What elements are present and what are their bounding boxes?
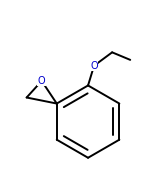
- Text: O: O: [90, 61, 98, 71]
- Text: O: O: [38, 76, 45, 86]
